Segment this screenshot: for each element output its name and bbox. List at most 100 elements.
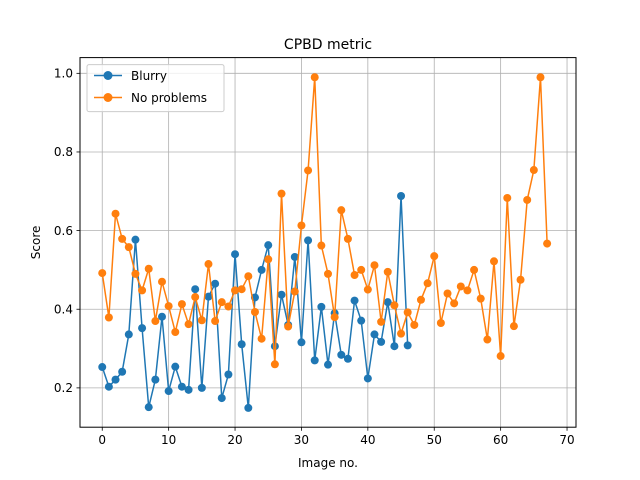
data-point-blurry [277, 290, 286, 299]
data-point-blurry [370, 330, 379, 339]
x-tick-label: 60 [493, 433, 508, 447]
y-tick-label: 0.8 [54, 145, 73, 159]
data-point-no-problems [324, 269, 332, 278]
legend-marker-no-problems [103, 93, 113, 102]
data-point-blurry [290, 252, 299, 261]
data-point-blurry [118, 367, 127, 376]
chart-title: CPBD metric [284, 37, 372, 53]
data-point-blurry [204, 292, 213, 301]
data-point-no-problems [277, 189, 286, 198]
data-point-no-problems [357, 265, 366, 274]
data-point-blurry [171, 362, 180, 371]
data-point-blurry [350, 296, 359, 305]
data-point-no-problems [250, 307, 259, 316]
data-point-blurry [231, 250, 240, 259]
data-point-no-problems [290, 287, 299, 296]
legend-box [86, 64, 225, 113]
series-blurry [98, 192, 412, 412]
x-axis-label: Image no. [298, 456, 358, 470]
ticks: 0 10 20 30 40 50 60 70 0.2 0.4 0.6 0.8 1.0 [54, 67, 575, 448]
data-point-no-problems [397, 329, 406, 338]
data-point-blurry [257, 265, 266, 274]
data-point-no-problems [343, 234, 352, 243]
data-point-blurry [237, 340, 246, 349]
y-tick-label: 0.6 [54, 224, 73, 238]
data-point-no-problems [390, 301, 399, 310]
data-point-no-problems [310, 73, 319, 82]
data-point-no-problems [111, 209, 120, 218]
data-point-blurry [211, 279, 220, 288]
data-point-no-problems [237, 285, 246, 294]
data-point-no-problems [118, 234, 127, 243]
x-tick-label: 30 [294, 433, 309, 447]
data-point-no-problems [383, 267, 392, 276]
data-point-no-problems [436, 319, 445, 327]
data-point-no-problems [516, 275, 525, 284]
data-point-blurry [104, 382, 113, 391]
data-point-no-problems [177, 300, 186, 309]
data-point-no-problems [337, 206, 346, 215]
data-point-blurry [177, 382, 186, 391]
data-point-blurry [197, 383, 206, 392]
y-axis-label: Score [29, 226, 43, 260]
data-point-no-problems [151, 317, 160, 326]
data-point-no-problems [284, 322, 293, 331]
data-point-no-problems [509, 322, 518, 331]
data-point-no-problems [158, 277, 166, 286]
data-point-no-problems [536, 73, 545, 82]
data-point-blurry [164, 387, 173, 396]
data-point-blurry [184, 385, 193, 394]
data-point-no-problems [403, 308, 412, 317]
data-point-no-problems [138, 286, 147, 295]
plot-frame [79, 57, 577, 428]
data-point-no-problems [224, 302, 233, 311]
data-point-blurry [131, 235, 140, 244]
data-point-blurry [324, 360, 332, 369]
data-point-no-problems [503, 193, 512, 202]
data-point-no-problems [317, 241, 326, 250]
data-point-no-problems [197, 316, 206, 325]
data-point-no-problems [430, 252, 439, 261]
data-point-no-problems [270, 360, 279, 369]
data-point-blurry [363, 374, 372, 383]
data-point-no-problems [104, 313, 113, 322]
data-point-blurry [397, 192, 406, 200]
data-point-blurry [244, 403, 253, 412]
data-point-no-problems [297, 221, 306, 230]
data-point-blurry [191, 285, 200, 294]
legend: Blurry No problems [86, 64, 225, 113]
data-point-no-problems [363, 285, 372, 294]
data-point-blurry [124, 330, 133, 339]
data-point-blurry [310, 356, 319, 365]
data-point-blurry [111, 375, 120, 384]
x-tick-label: 20 [227, 433, 242, 447]
data-point-no-problems [184, 320, 193, 329]
data-point-no-problems [443, 289, 452, 298]
data-point-no-problems [204, 260, 213, 269]
data-point-blurry [217, 394, 226, 403]
data-point-no-problems [456, 282, 465, 291]
data-point-no-problems [476, 294, 485, 303]
data-point-no-problems [370, 261, 379, 270]
data-point-no-problems [217, 298, 226, 307]
data-point-no-problems [496, 352, 505, 361]
data-point-blurry [297, 338, 306, 347]
data-point-blurry [343, 354, 352, 363]
data-point-no-problems [529, 166, 538, 175]
data-point-blurry [377, 337, 386, 346]
data-point-no-problems [231, 286, 240, 295]
data-point-blurry [357, 316, 366, 325]
data-point-no-problems [523, 195, 532, 204]
data-point-blurry [98, 363, 107, 372]
data-point-no-problems [410, 320, 419, 329]
data-point-no-problems [144, 264, 153, 273]
data-point-no-problems [98, 269, 107, 278]
series-no-problems [98, 73, 552, 369]
series-layer [98, 73, 552, 412]
data-point-no-problems [304, 166, 313, 175]
data-point-no-problems [257, 334, 266, 343]
data-point-no-problems [463, 286, 472, 295]
data-point-blurry [151, 375, 160, 384]
data-point-no-problems [483, 335, 492, 344]
